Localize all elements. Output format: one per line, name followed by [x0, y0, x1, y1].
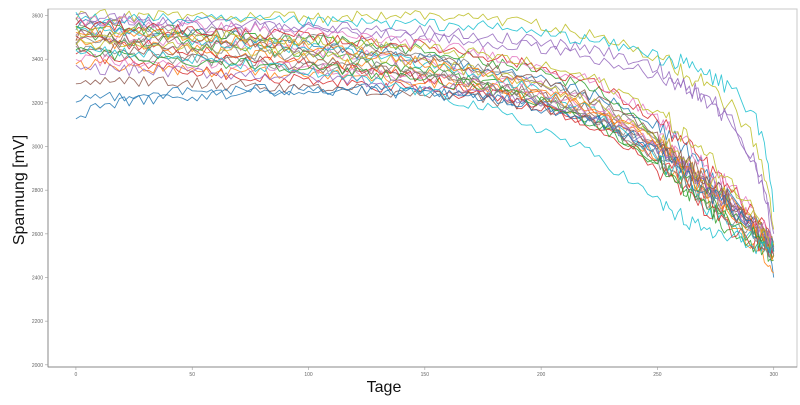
series-line-29 — [75, 26, 775, 248]
series-line-3 — [75, 29, 774, 262]
y-tick-label: 3600 — [32, 14, 43, 20]
series-line-27 — [75, 15, 775, 251]
y-tick-group: 2000 2200 2400 2600 2800 3000 3200 3400 3600 — [32, 14, 48, 369]
x-tick-group: 0 50 100 150 200 250 300 — [75, 367, 779, 378]
x-tick-label: 150 — [421, 372, 430, 378]
y-tick-label: 2800 — [32, 188, 43, 194]
series-line-24 — [75, 18, 775, 254]
x-tick-label: 200 — [537, 372, 546, 378]
y-tick-label: 3400 — [32, 57, 43, 63]
x-tick-label: 250 — [653, 372, 662, 378]
y-tick-label: 2400 — [32, 276, 43, 282]
y-tick-label: 2200 — [32, 319, 43, 325]
series-line-14 — [75, 35, 775, 256]
y-tick-label: 3000 — [32, 145, 43, 151]
series-line-28 — [75, 35, 775, 258]
x-tick-label: 300 — [770, 372, 779, 378]
x-tick-label: 0 — [75, 372, 78, 378]
y-tick-label: 2600 — [32, 232, 43, 238]
series-line-16 — [75, 76, 775, 247]
series-line-30 — [75, 45, 775, 255]
x-tick-label: 50 — [189, 372, 195, 378]
series-line-20 — [75, 12, 775, 213]
series-line-9 — [75, 9, 775, 230]
series-line-1 — [75, 19, 775, 278]
series-line-21 — [75, 84, 775, 254]
x-tick-label: 100 — [304, 372, 313, 378]
y-tick-label: 3200 — [32, 101, 43, 107]
x-axis-title: Tage — [367, 379, 402, 396]
y-tick-label: 2000 — [32, 363, 43, 369]
y-axis-title: Spannung [mV] — [11, 135, 28, 245]
series-line-23 — [75, 47, 775, 255]
series-line-25 — [75, 63, 775, 252]
series-group — [75, 9, 775, 278]
